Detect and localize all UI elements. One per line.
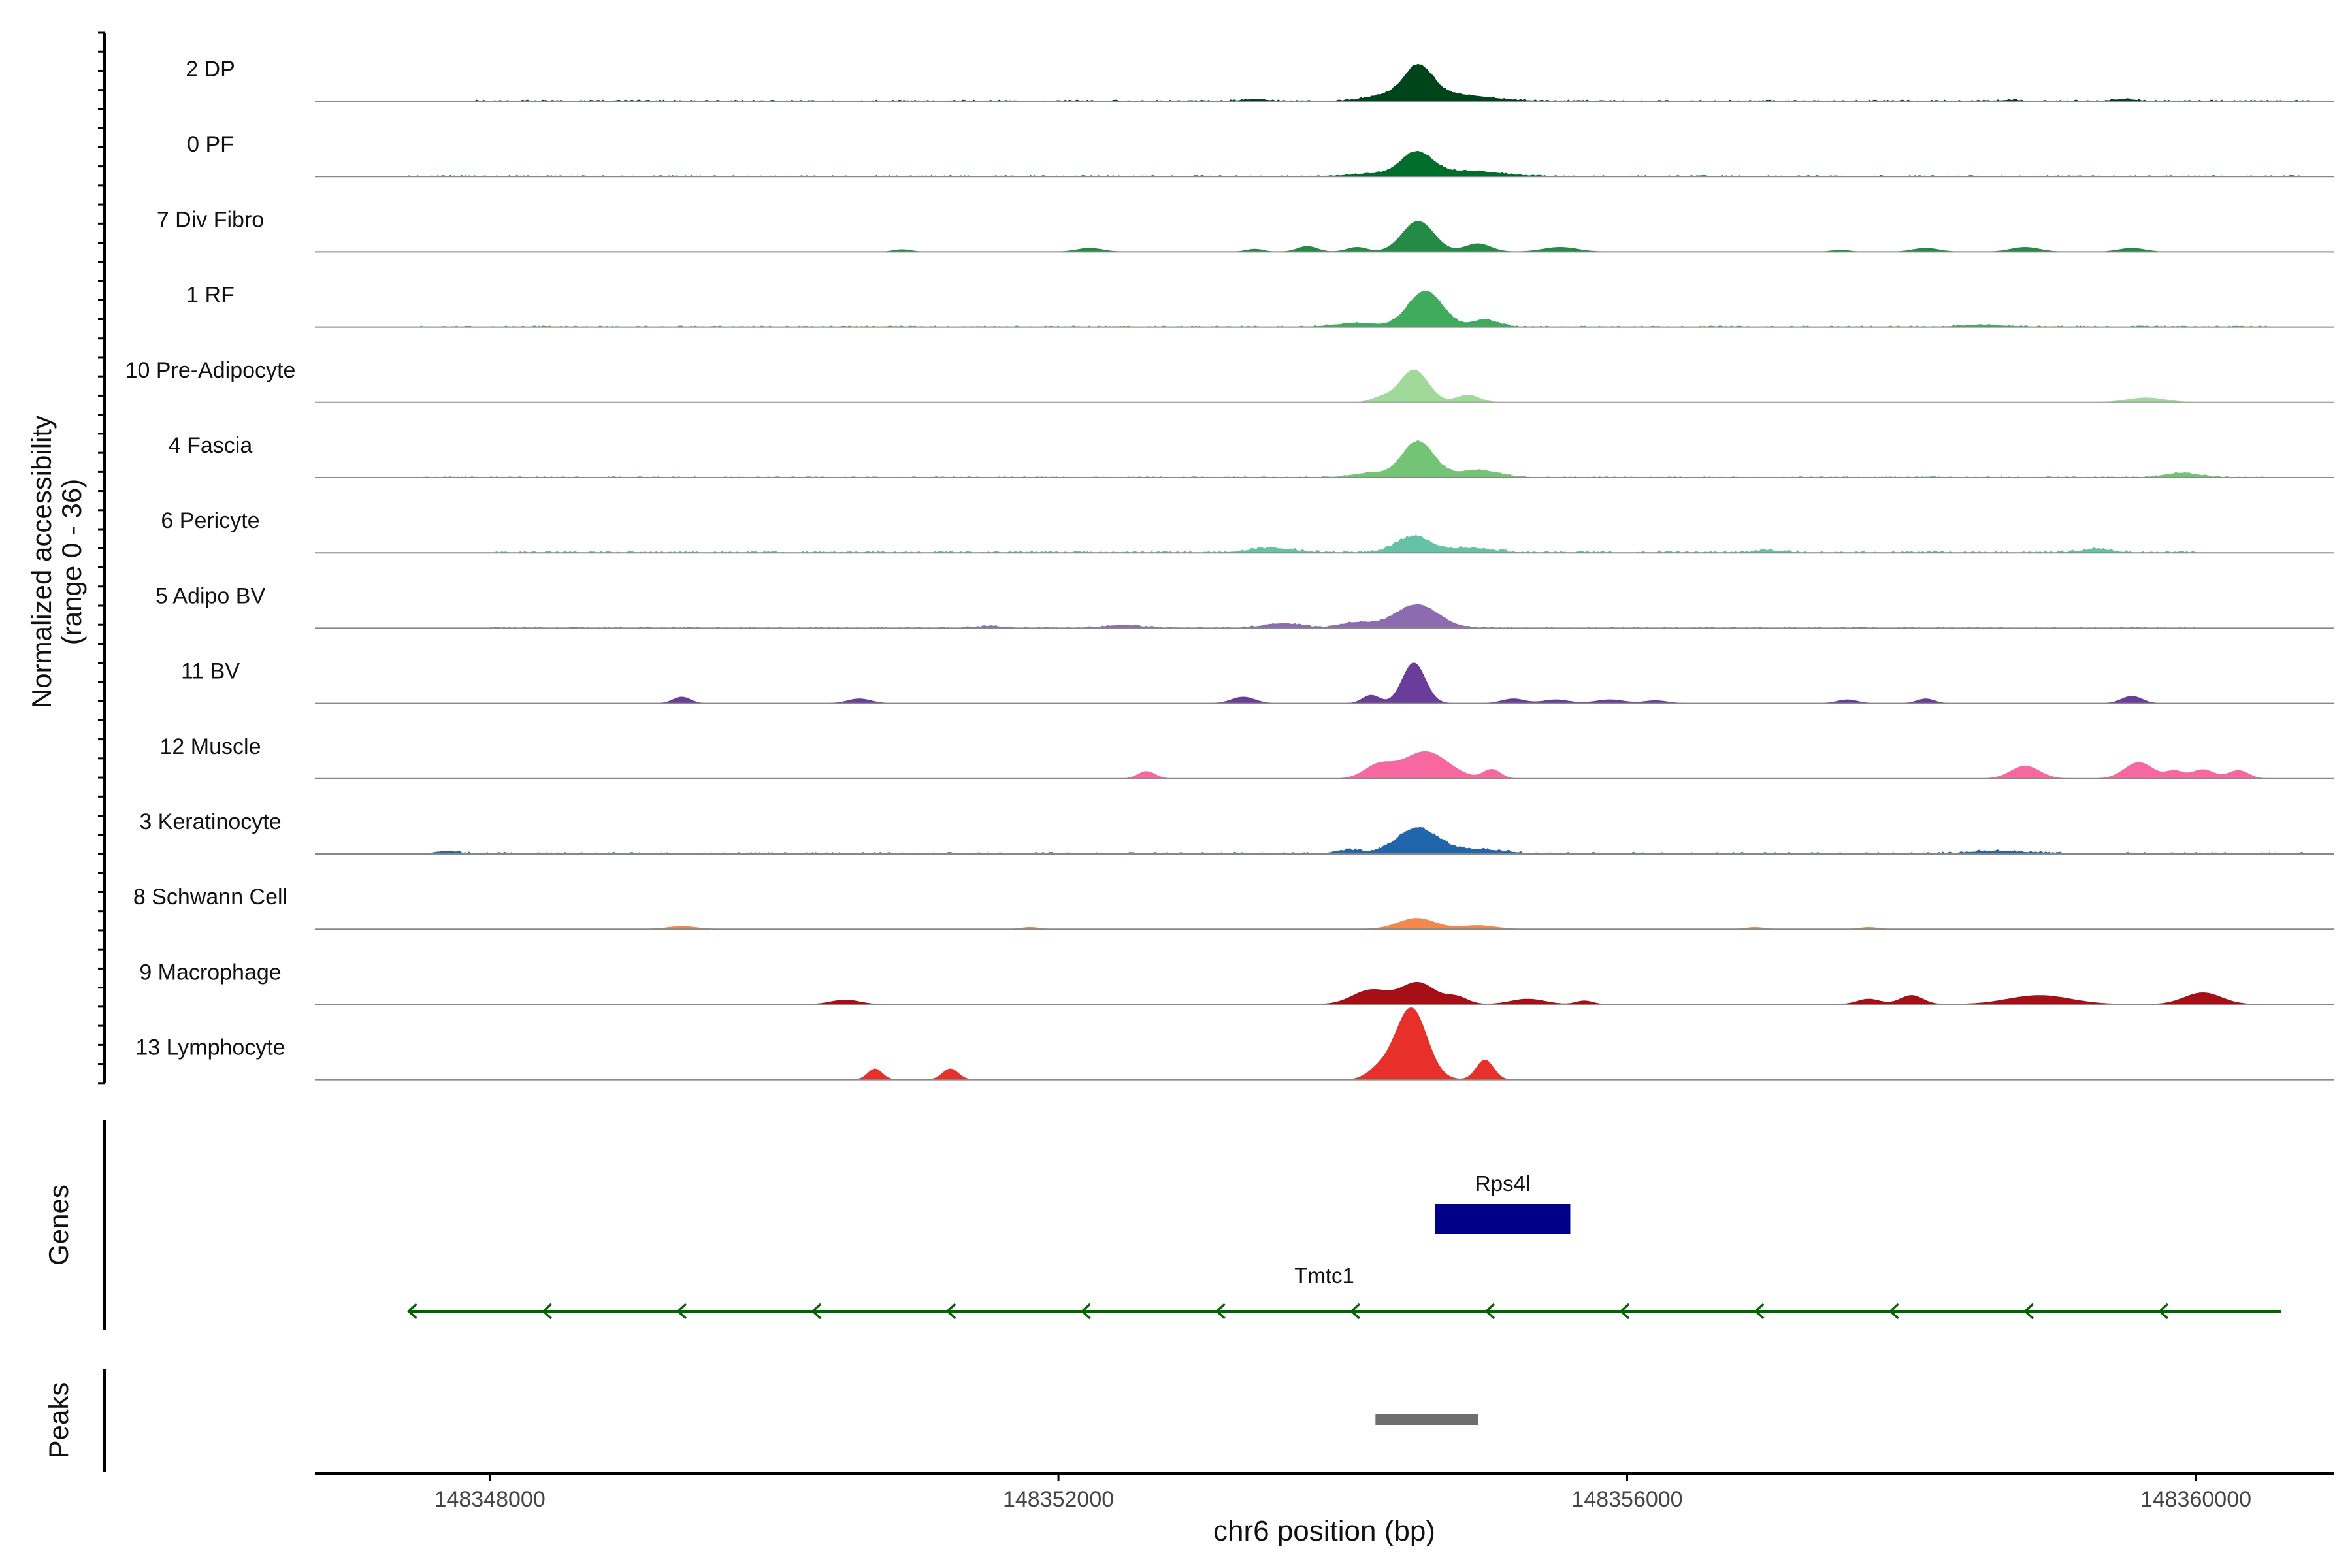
strand-arrow xyxy=(2023,1303,2034,1320)
track-label: 1 RF xyxy=(186,283,235,308)
x-tick-label: 148348000 xyxy=(434,1487,546,1512)
track-11-bv: 11 BV xyxy=(181,659,2334,704)
strand-arrow xyxy=(407,1303,417,1320)
strand-arrow xyxy=(2158,1303,2169,1320)
track-1-rf: 1 RF xyxy=(186,283,2334,328)
track-label: 13 Lymphocyte xyxy=(135,1036,285,1060)
gene-annotation-track: Rps4l Tmtc1 xyxy=(407,1171,2281,1320)
track-label: 10 Pre-Adipocyte xyxy=(125,358,296,383)
track-label: 7 Div Fibro xyxy=(157,207,264,232)
track-5-adipo-bv: 5 Adipo BV xyxy=(155,583,2334,629)
strand-arrow xyxy=(811,1303,822,1320)
peaks-panel-label: Peaks xyxy=(43,1382,74,1459)
x-tick-label: 148356000 xyxy=(1571,1487,1682,1512)
track-label: 8 Schwann Cell xyxy=(133,885,287,909)
track-8-schwann-cell: 8 Schwann Cell xyxy=(133,885,2334,930)
x-axis: 148348000 148352000 148356000 148360000 xyxy=(434,1473,2251,1512)
track-4-fascia: 4 Fascia xyxy=(169,433,2334,478)
track-9-macrophage: 9 Macrophage xyxy=(139,960,2334,1005)
track-2-dp: 2 DP xyxy=(186,57,2334,102)
strand-arrow xyxy=(1080,1303,1091,1320)
x-axis-label: chr6 position (bp) xyxy=(1213,1515,1435,1547)
strand-arrow xyxy=(1350,1303,1361,1320)
strand-arrow xyxy=(1484,1303,1495,1320)
gene-label: Rps4l xyxy=(1475,1171,1530,1196)
track-label: 3 Keratinocyte xyxy=(139,809,281,834)
track-label: 0 PF xyxy=(187,132,234,157)
y-axis xyxy=(98,31,106,1085)
track-6-pericyte: 6 Pericyte xyxy=(161,508,2334,554)
coverage-tracks: 2 DP 0 PF 7 Div Fibro 1 RF 10 Pre-Adipocyte 4… xyxy=(125,57,2334,1081)
track-7-div-fibro: 7 Div Fibro xyxy=(157,207,2334,253)
track-label: 5 Adipo BV xyxy=(155,583,266,608)
track-10-pre-adipocyte: 10 Pre-Adipocyte xyxy=(125,358,2334,403)
strand-arrow xyxy=(676,1303,687,1320)
x-tick-label: 148360000 xyxy=(2140,1487,2251,1512)
track-label: 2 DP xyxy=(186,57,235,82)
strand-arrow xyxy=(542,1303,552,1320)
strand-arrow xyxy=(1215,1303,1226,1320)
strand-arrow xyxy=(1888,1303,1899,1320)
strand-arrow xyxy=(945,1303,956,1320)
strand-arrow xyxy=(1754,1303,1765,1320)
peak-region xyxy=(1375,1414,1478,1425)
gene-tmtc1: Tmtc1 xyxy=(407,1264,2281,1320)
peaks-track xyxy=(1375,1414,1478,1425)
track-label: 12 Muscle xyxy=(160,734,261,759)
track-3-keratinocyte: 3 Keratinocyte xyxy=(139,809,2334,855)
gene-label: Tmtc1 xyxy=(1294,1264,1354,1288)
track-label: 9 Macrophage xyxy=(139,960,281,985)
gene-rps4l: Rps4l xyxy=(1435,1171,1571,1234)
x-tick-label: 148352000 xyxy=(1003,1487,1114,1512)
track-13-lymphocyte: 13 Lymphocyte xyxy=(135,1007,2334,1081)
gene-body xyxy=(1435,1204,1571,1234)
track-label: 4 Fascia xyxy=(169,433,253,458)
track-0-pf: 0 PF xyxy=(187,132,2334,178)
y-axis-label-line2: (range 0 - 36) xyxy=(56,479,87,645)
track-12-muscle: 12 Muscle xyxy=(160,734,2334,779)
track-label: 11 BV xyxy=(181,659,240,684)
genes-panel-label: Genes xyxy=(43,1184,74,1266)
strand-arrow xyxy=(1619,1303,1630,1320)
track-label: 6 Pericyte xyxy=(161,508,259,533)
y-axis-label-line1: Normalized accessibility xyxy=(26,416,57,708)
